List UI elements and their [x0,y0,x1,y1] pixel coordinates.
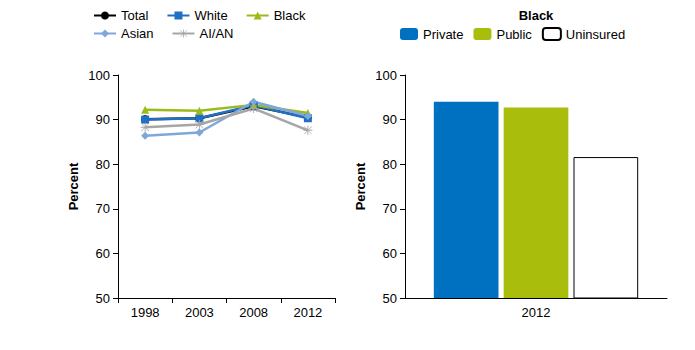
svg-text:100: 100 [375,68,397,83]
svg-text:60: 60 [383,246,397,261]
svg-text:Public: Public [496,27,532,42]
svg-text:2012: 2012 [293,305,322,320]
svg-text:90: 90 [383,112,397,127]
svg-text:Black: Black [274,8,306,23]
svg-text:70: 70 [96,201,110,216]
svg-text:50: 50 [383,291,397,306]
svg-text:80: 80 [96,157,110,172]
svg-text:Black: Black [519,8,554,23]
svg-text:2003: 2003 [185,305,214,320]
svg-text:Private: Private [423,27,463,42]
svg-text:Uninsured: Uninsured [566,27,625,42]
svg-text:90: 90 [96,112,110,127]
svg-text:2012: 2012 [522,305,551,320]
svg-text:2008: 2008 [239,305,268,320]
svg-text:50: 50 [96,291,110,306]
svg-text:100: 100 [88,68,110,83]
svg-text:Total: Total [121,8,149,23]
svg-text:White: White [194,8,227,23]
svg-text:Percent: Percent [353,162,368,210]
svg-text:1998: 1998 [131,305,160,320]
svg-text:60: 60 [96,246,110,261]
svg-text:70: 70 [383,201,397,216]
svg-text:AI/AN: AI/AN [200,26,234,41]
svg-text:Percent: Percent [66,162,81,210]
svg-text:Asian: Asian [121,26,154,41]
svg-text:80: 80 [383,157,397,172]
